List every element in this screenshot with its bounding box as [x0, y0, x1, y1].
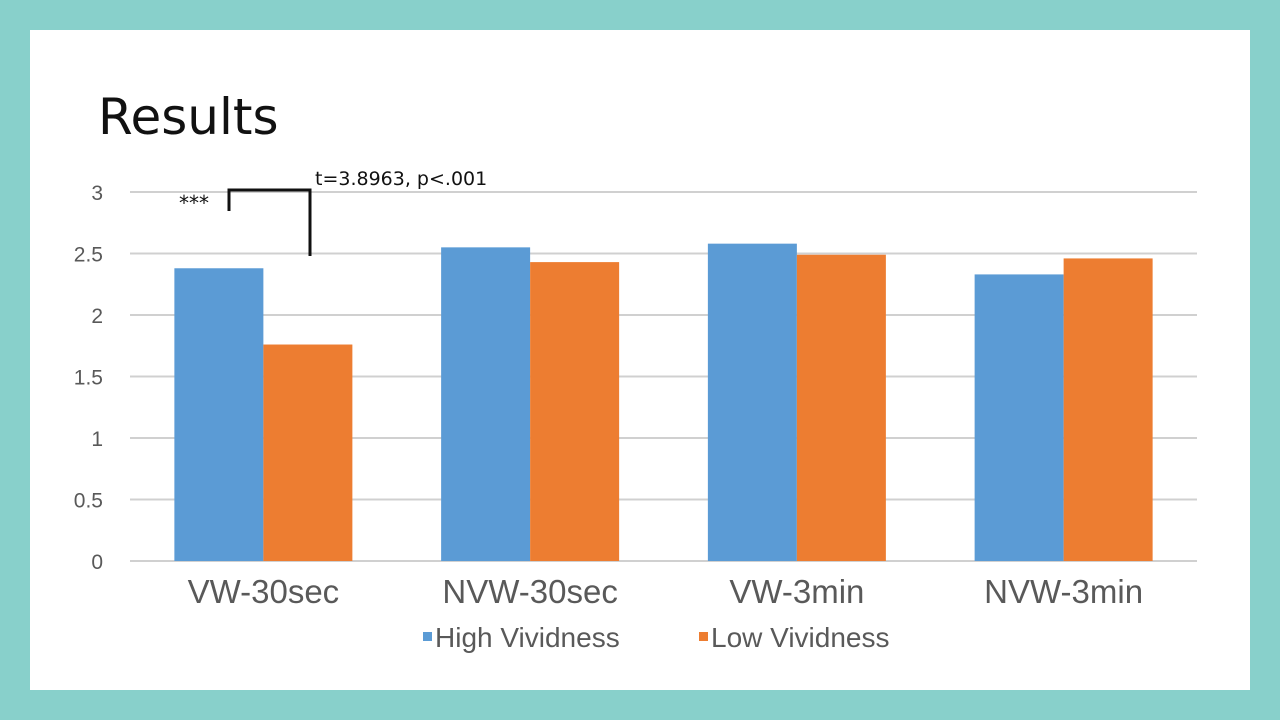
y-tick-label: 1.5	[74, 367, 103, 390]
bar	[174, 268, 264, 561]
significance-test-label: t=3.8963, p<.001	[315, 168, 487, 190]
significance-bracket	[227, 188, 312, 256]
slide-title: Results	[98, 88, 279, 146]
significance-stars: ***	[179, 191, 209, 215]
x-category-label: VW-3min	[729, 573, 864, 610]
bar-chart: 0 0.5 1 1.5 2 2.5 3 VW-30sec NVW-30sec VW-3min NVW…	[74, 168, 1197, 653]
x-category-label: NVW-3min	[984, 573, 1143, 610]
legend-swatch	[699, 632, 708, 641]
bar	[263, 344, 353, 561]
bar	[1063, 258, 1153, 561]
y-tick-label: 0	[91, 551, 103, 574]
bar	[530, 262, 620, 561]
legend-label: Low Vividness	[711, 622, 889, 653]
y-tick-label: 2	[91, 305, 103, 328]
legend-swatch	[423, 632, 432, 641]
legend-label: High Vividness	[435, 622, 620, 653]
y-tick-label: 2.5	[74, 244, 103, 267]
slide-panel: Results 0 0.5 1 1.5 2 2.5 3 VW-30sec NVW-30sec VW…	[30, 30, 1250, 690]
bar	[974, 274, 1064, 561]
y-tick-label: 1	[91, 428, 103, 451]
y-tick-label: 0.5	[74, 490, 103, 513]
bar	[796, 254, 886, 562]
bar	[441, 247, 531, 561]
x-category-label: NVW-30sec	[442, 573, 617, 610]
y-tick-label: 3	[91, 182, 103, 205]
x-category-label: VW-30sec	[188, 573, 340, 610]
bar	[707, 243, 797, 561]
